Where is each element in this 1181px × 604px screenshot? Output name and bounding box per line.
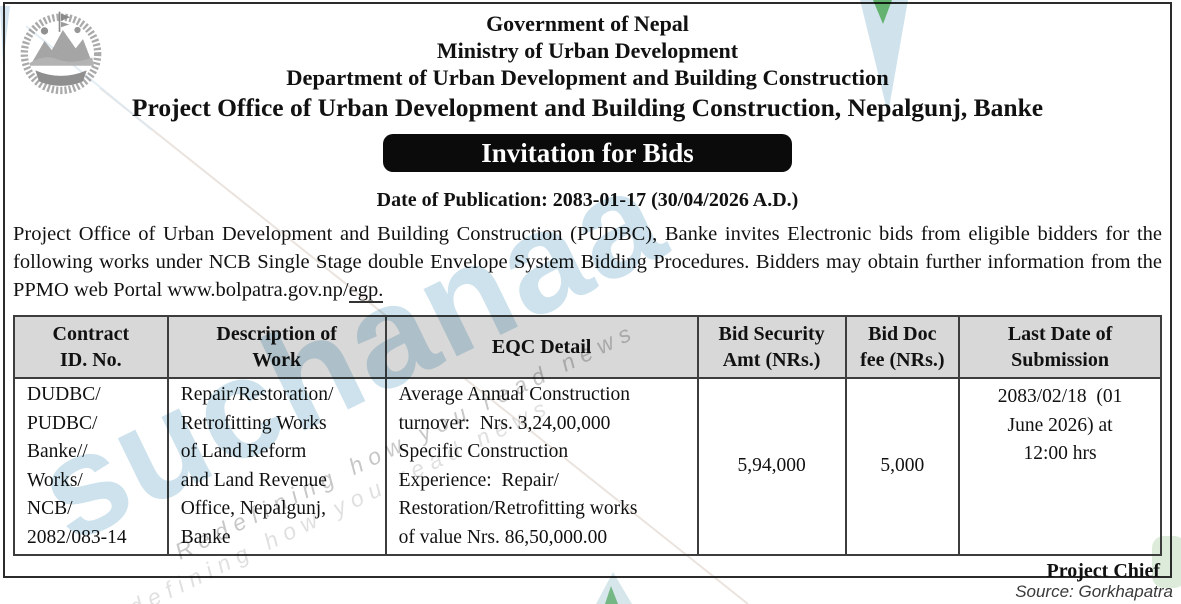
source-credit: Source: Gorkhapatra [1015, 582, 1173, 601]
col-description: Description of Work [166, 315, 387, 379]
table-row: DUDBC/ PUDBC/ Banke// Works/ NCB/ 2082/0… [13, 377, 1162, 556]
portal-url[interactable]: www.bolpatra.gov.np/egp. [167, 279, 384, 303]
portal-url-suffix: egp. [348, 279, 384, 303]
cell-bid-doc-fee: 5,000 [844, 377, 961, 556]
cell-eqc-detail: Average Annual Construction turnover: Nr… [384, 377, 699, 556]
banner-row: Invitation for Bids [13, 134, 1162, 172]
publication-date: Date of Publication: 2083-01-17 (30/04/2… [376, 189, 799, 211]
cell-bid-security: 5,94,000 [696, 377, 847, 556]
bid-table: Contract ID. No. Description of Work EQC… [13, 315, 1162, 556]
notice-document: Government of Nepal Ministry of Urban De… [3, 2, 1172, 582]
bid-table-body: DUDBC/ PUDBC/ Banke// Works/ NCB/ 2082/0… [13, 377, 1162, 556]
nepal-coat-of-arms-icon [17, 8, 105, 96]
col-bid-security: Bid Security Amt (NRs.) [696, 315, 847, 379]
bid-table-header: Contract ID. No. Description of Work EQC… [13, 315, 1162, 379]
org-line-project-office: Project Office of Urban Development and … [131, 93, 1044, 122]
cell-contract-id: DUDBC/ PUDBC/ Banke// Works/ NCB/ 2082/0… [13, 377, 169, 556]
col-bid-doc-fee: Bid Doc fee (NRs.) [844, 315, 961, 379]
col-eqc-detail: EQC Detail [384, 315, 699, 379]
intro-paragraph: Project Office of Urban Development and … [13, 220, 1162, 304]
cell-description: Repair/Restoration/ Retrofitting Works o… [166, 377, 387, 556]
org-line-department: Department of Urban Development and Buil… [286, 65, 889, 90]
cell-last-date: 2083/02/18 (01 June 2026) at 12:00 hrs [958, 377, 1162, 556]
signatory: Project Chief [1046, 560, 1160, 582]
org-line-ministry: Ministry of Urban Development [436, 38, 739, 63]
col-last-date: Last Date of Submission [958, 315, 1162, 379]
col-contract-id: Contract ID. No. [13, 315, 169, 379]
invitation-for-bids-banner: Invitation for Bids [383, 134, 792, 172]
header-row: Contract ID. No. Description of Work EQC… [13, 315, 1162, 379]
kite-tip-green-bottom [605, 586, 618, 604]
portal-url-prefix: www.bolpatra.gov.np/ [167, 279, 349, 301]
org-line-government: Government of Nepal [486, 11, 689, 36]
